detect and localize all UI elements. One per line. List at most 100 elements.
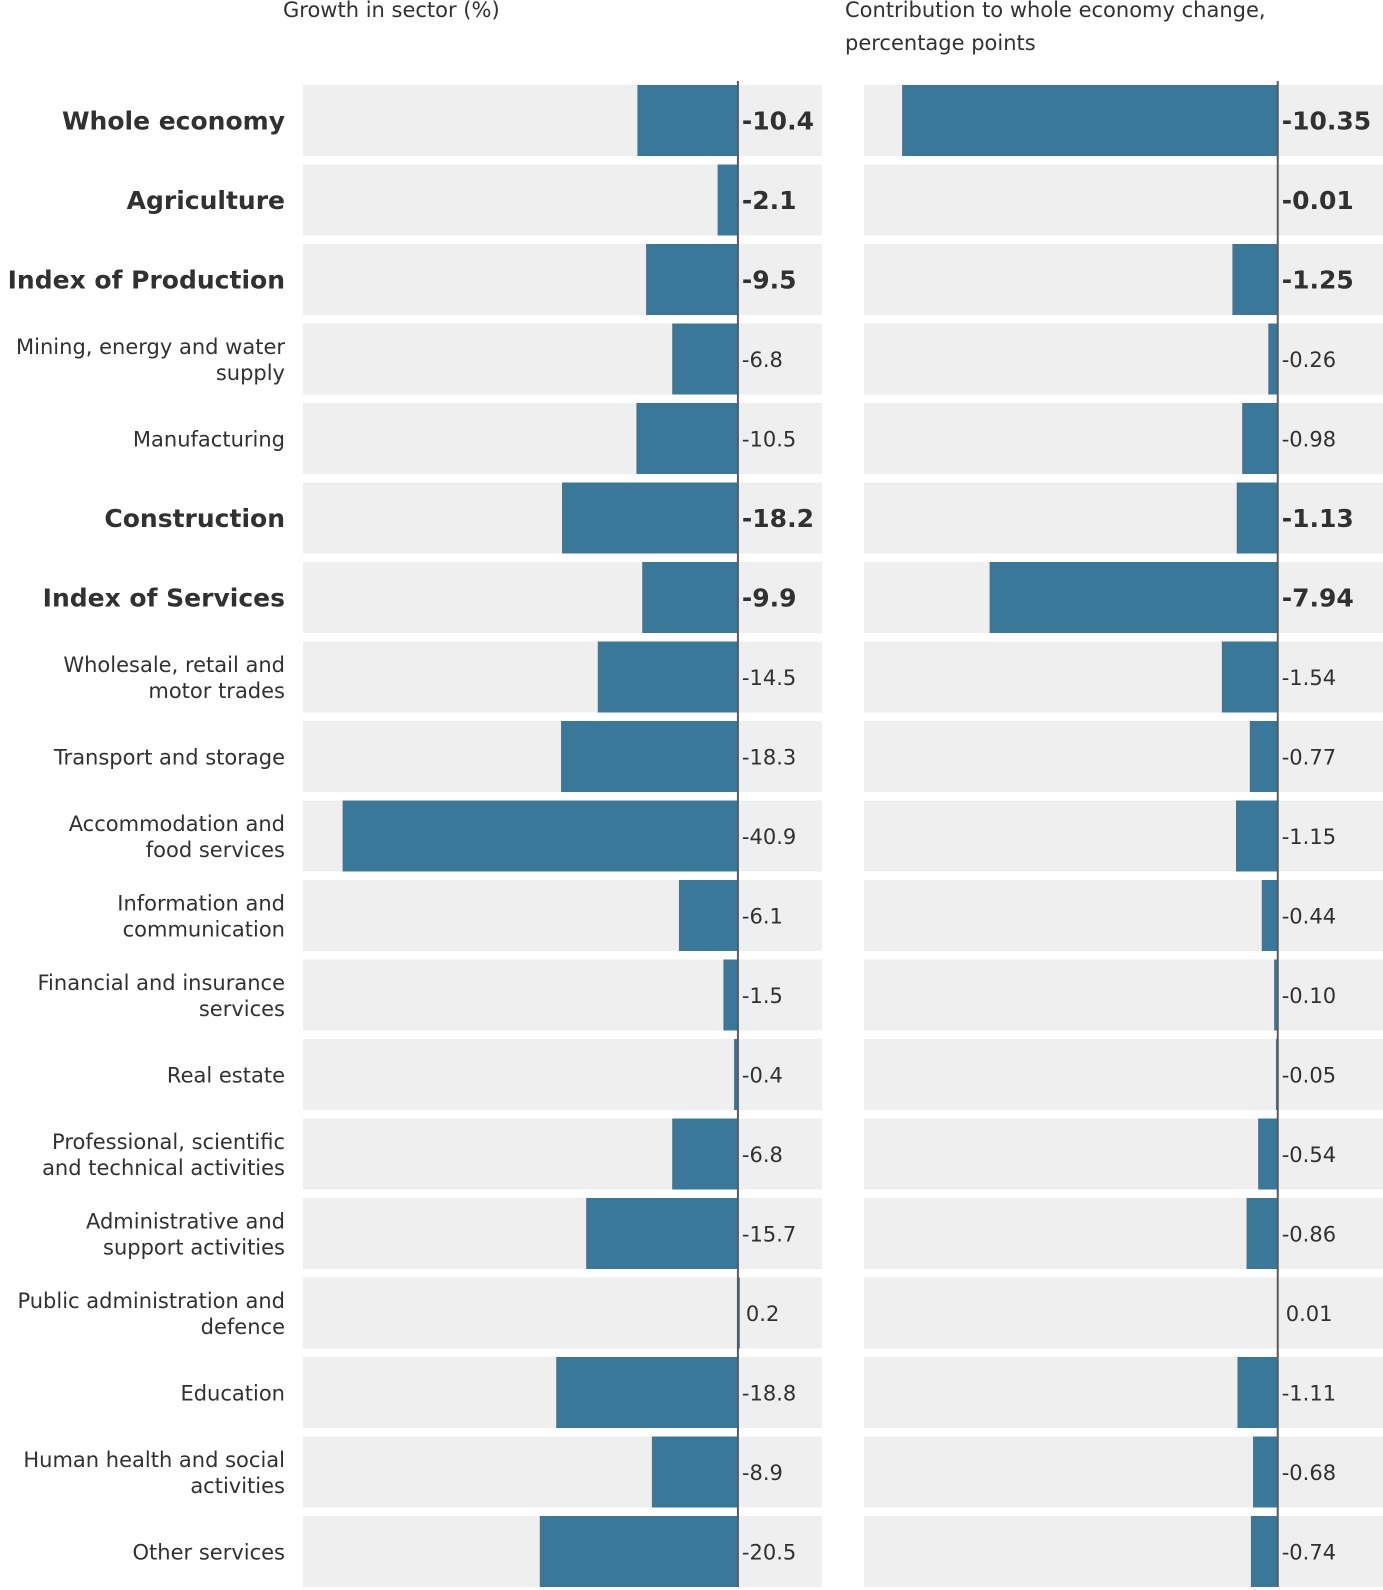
growth-value-professional-scientific-and-technical-activities: -6.8 bbox=[742, 1143, 783, 1167]
contribution-panel-title: Contribution to whole economy change, pe… bbox=[845, 0, 1325, 60]
contribution-track-accommodation-and-food-services bbox=[864, 800, 1383, 872]
growth-value-administrative-and-support-activities: -15.7 bbox=[742, 1223, 796, 1247]
growth-bar-education bbox=[556, 1357, 738, 1428]
contribution-bar-accommodation-and-food-services bbox=[1236, 800, 1278, 872]
growth-value-real-estate: -0.4 bbox=[742, 1064, 783, 1088]
category-label-manufacturing: Manufacturing bbox=[133, 428, 285, 452]
contribution-bar-transport-and-storage bbox=[1249, 721, 1278, 792]
growth-value-accommodation-and-food-services: -40.9 bbox=[742, 825, 796, 849]
growth-bar-real-estate bbox=[734, 1039, 738, 1110]
contribution-track-public-administration-and-defence bbox=[864, 1277, 1383, 1349]
contribution-value-real-estate: -0.05 bbox=[1282, 1064, 1336, 1088]
contribution-bar-index-of-production bbox=[1232, 244, 1278, 315]
contribution-bar-administrative-and-support-activities bbox=[1246, 1198, 1278, 1269]
growth-bar-transport-and-storage bbox=[561, 721, 738, 792]
growth-value-financial-and-insurance-services: -1.5 bbox=[742, 984, 783, 1008]
growth-bar-administrative-and-support-activities bbox=[586, 1198, 738, 1269]
contribution-value-index-of-production: -1.25 bbox=[1282, 266, 1354, 295]
contribution-value-mining-energy-and-water-supply: -0.26 bbox=[1282, 348, 1336, 372]
contribution-value-accommodation-and-food-services: -1.15 bbox=[1282, 825, 1336, 849]
contribution-bar-professional-scientific-and-technical-activities bbox=[1258, 1118, 1278, 1190]
growth-bar-information-and-communication bbox=[678, 880, 738, 951]
contribution-bar-other-services bbox=[1250, 1516, 1278, 1587]
contribution-title-line-1: Contribution to whole economy change, bbox=[845, 0, 1266, 22]
growth-value-whole-economy: -10.4 bbox=[742, 107, 814, 136]
contribution-bar-financial-and-insurance-services bbox=[1274, 959, 1278, 1031]
contribution-value-manufacturing: -0.98 bbox=[1282, 428, 1336, 452]
growth-value-public-administration-and-defence: 0.2 bbox=[746, 1302, 779, 1326]
contribution-value-information-and-communication: -0.44 bbox=[1282, 905, 1336, 929]
contribution-bar-wholesale-retail-and-motor-trades bbox=[1221, 641, 1278, 713]
growth-value-agriculture: -2.1 bbox=[742, 186, 797, 215]
growth-value-index-of-production: -9.5 bbox=[742, 266, 797, 295]
category-label-education: Education bbox=[180, 1382, 285, 1406]
category-label-construction: Construction bbox=[104, 504, 285, 533]
contribution-value-transport-and-storage: -0.77 bbox=[1282, 746, 1336, 770]
growth-value-index-of-services: -9.9 bbox=[742, 584, 797, 613]
growth-bar-index-of-services bbox=[642, 562, 738, 633]
contribution-value-construction: -1.13 bbox=[1282, 504, 1354, 533]
category-label-index-of-services: Index of Services bbox=[43, 584, 285, 613]
contribution-track-professional-scientific-and-technical-activities bbox=[864, 1118, 1383, 1190]
contribution-bar-construction bbox=[1236, 482, 1278, 554]
contribution-value-education: -1.11 bbox=[1282, 1382, 1336, 1406]
growth-value-other-services: -20.5 bbox=[742, 1541, 796, 1565]
contribution-track-agriculture bbox=[864, 164, 1383, 236]
growth-bar-construction bbox=[562, 482, 738, 554]
contribution-track-transport-and-storage bbox=[864, 721, 1383, 792]
growth-value-manufacturing: -10.5 bbox=[742, 428, 796, 452]
growth-bar-manufacturing bbox=[636, 403, 738, 474]
contribution-track-wholesale-retail-and-motor-trades bbox=[864, 641, 1383, 713]
category-label-whole-economy: Whole economy bbox=[62, 107, 285, 136]
contribution-bar-whole-economy bbox=[902, 85, 1278, 156]
contribution-track-financial-and-insurance-services bbox=[864, 959, 1383, 1031]
category-label-wholesale-retail-and-motor-trades: Wholesale, retail and motor trades bbox=[63, 653, 285, 703]
category-label-administrative-and-support-activities: Administrative and support activities bbox=[86, 1210, 285, 1260]
category-label-real-estate: Real estate bbox=[167, 1064, 285, 1088]
growth-value-information-and-communication: -6.1 bbox=[742, 905, 783, 929]
contribution-track-administrative-and-support-activities bbox=[864, 1198, 1383, 1269]
category-label-transport-and-storage: Transport and storage bbox=[53, 746, 285, 770]
contribution-value-index-of-services: -7.94 bbox=[1282, 584, 1354, 613]
category-label-public-administration-and-defence: Public administration and defence bbox=[17, 1289, 285, 1339]
contribution-value-agriculture: -0.01 bbox=[1282, 186, 1354, 215]
growth-bar-human-health-and-social-activities bbox=[651, 1436, 738, 1508]
contribution-bar-mining-energy-and-water-supply bbox=[1268, 323, 1278, 395]
category-label-accommodation-and-food-services: Accommodation and food services bbox=[69, 812, 285, 862]
contribution-title-line-2: percentage points bbox=[845, 31, 1036, 55]
category-label-information-and-communication: Information and communication bbox=[117, 892, 285, 942]
category-label-human-health-and-social-activities: Human health and social activities bbox=[23, 1448, 285, 1498]
category-label-index-of-production: Index of Production bbox=[8, 266, 285, 295]
contribution-track-mining-energy-and-water-supply bbox=[864, 323, 1383, 395]
growth-value-transport-and-storage: -18.3 bbox=[742, 746, 796, 770]
growth-value-human-health-and-social-activities: -8.9 bbox=[742, 1461, 783, 1485]
category-label-agriculture: Agriculture bbox=[127, 186, 285, 215]
contribution-bar-human-health-and-social-activities bbox=[1253, 1436, 1278, 1508]
contribution-bar-education bbox=[1237, 1357, 1278, 1428]
contribution-bar-index-of-services bbox=[989, 562, 1278, 633]
category-label-financial-and-insurance-services: Financial and insurance services bbox=[38, 971, 286, 1021]
contribution-track-manufacturing bbox=[864, 403, 1383, 474]
contribution-value-whole-economy: -10.35 bbox=[1282, 107, 1371, 136]
contribution-value-wholesale-retail-and-motor-trades: -1.54 bbox=[1282, 666, 1336, 690]
growth-value-construction: -18.2 bbox=[742, 504, 814, 533]
contribution-track-information-and-communication bbox=[864, 880, 1383, 951]
category-label-mining-energy-and-water-supply: Mining, energy and water supply bbox=[16, 335, 285, 385]
growth-bar-other-services bbox=[539, 1516, 738, 1587]
growth-bar-accommodation-and-food-services bbox=[342, 800, 738, 872]
contribution-value-professional-scientific-and-technical-activities: -0.54 bbox=[1282, 1143, 1336, 1167]
contribution-value-other-services: -0.74 bbox=[1282, 1541, 1336, 1565]
contribution-track-education bbox=[864, 1357, 1383, 1428]
growth-value-education: -18.8 bbox=[742, 1382, 796, 1406]
growth-value-wholesale-retail-and-motor-trades: -14.5 bbox=[742, 666, 796, 690]
growth-bar-professional-scientific-and-technical-activities bbox=[672, 1118, 738, 1190]
growth-bar-financial-and-insurance-services bbox=[723, 959, 738, 1031]
growth-value-mining-energy-and-water-supply: -6.8 bbox=[742, 348, 783, 372]
growth-bar-index-of-production bbox=[646, 244, 738, 315]
growth-bar-mining-energy-and-water-supply bbox=[672, 323, 738, 395]
contribution-bar-manufacturing bbox=[1242, 403, 1278, 474]
growth-bar-wholesale-retail-and-motor-trades bbox=[597, 641, 738, 713]
growth-panel-title: Growth in sector (%) bbox=[283, 0, 500, 22]
contribution-track-other-services bbox=[864, 1516, 1383, 1587]
